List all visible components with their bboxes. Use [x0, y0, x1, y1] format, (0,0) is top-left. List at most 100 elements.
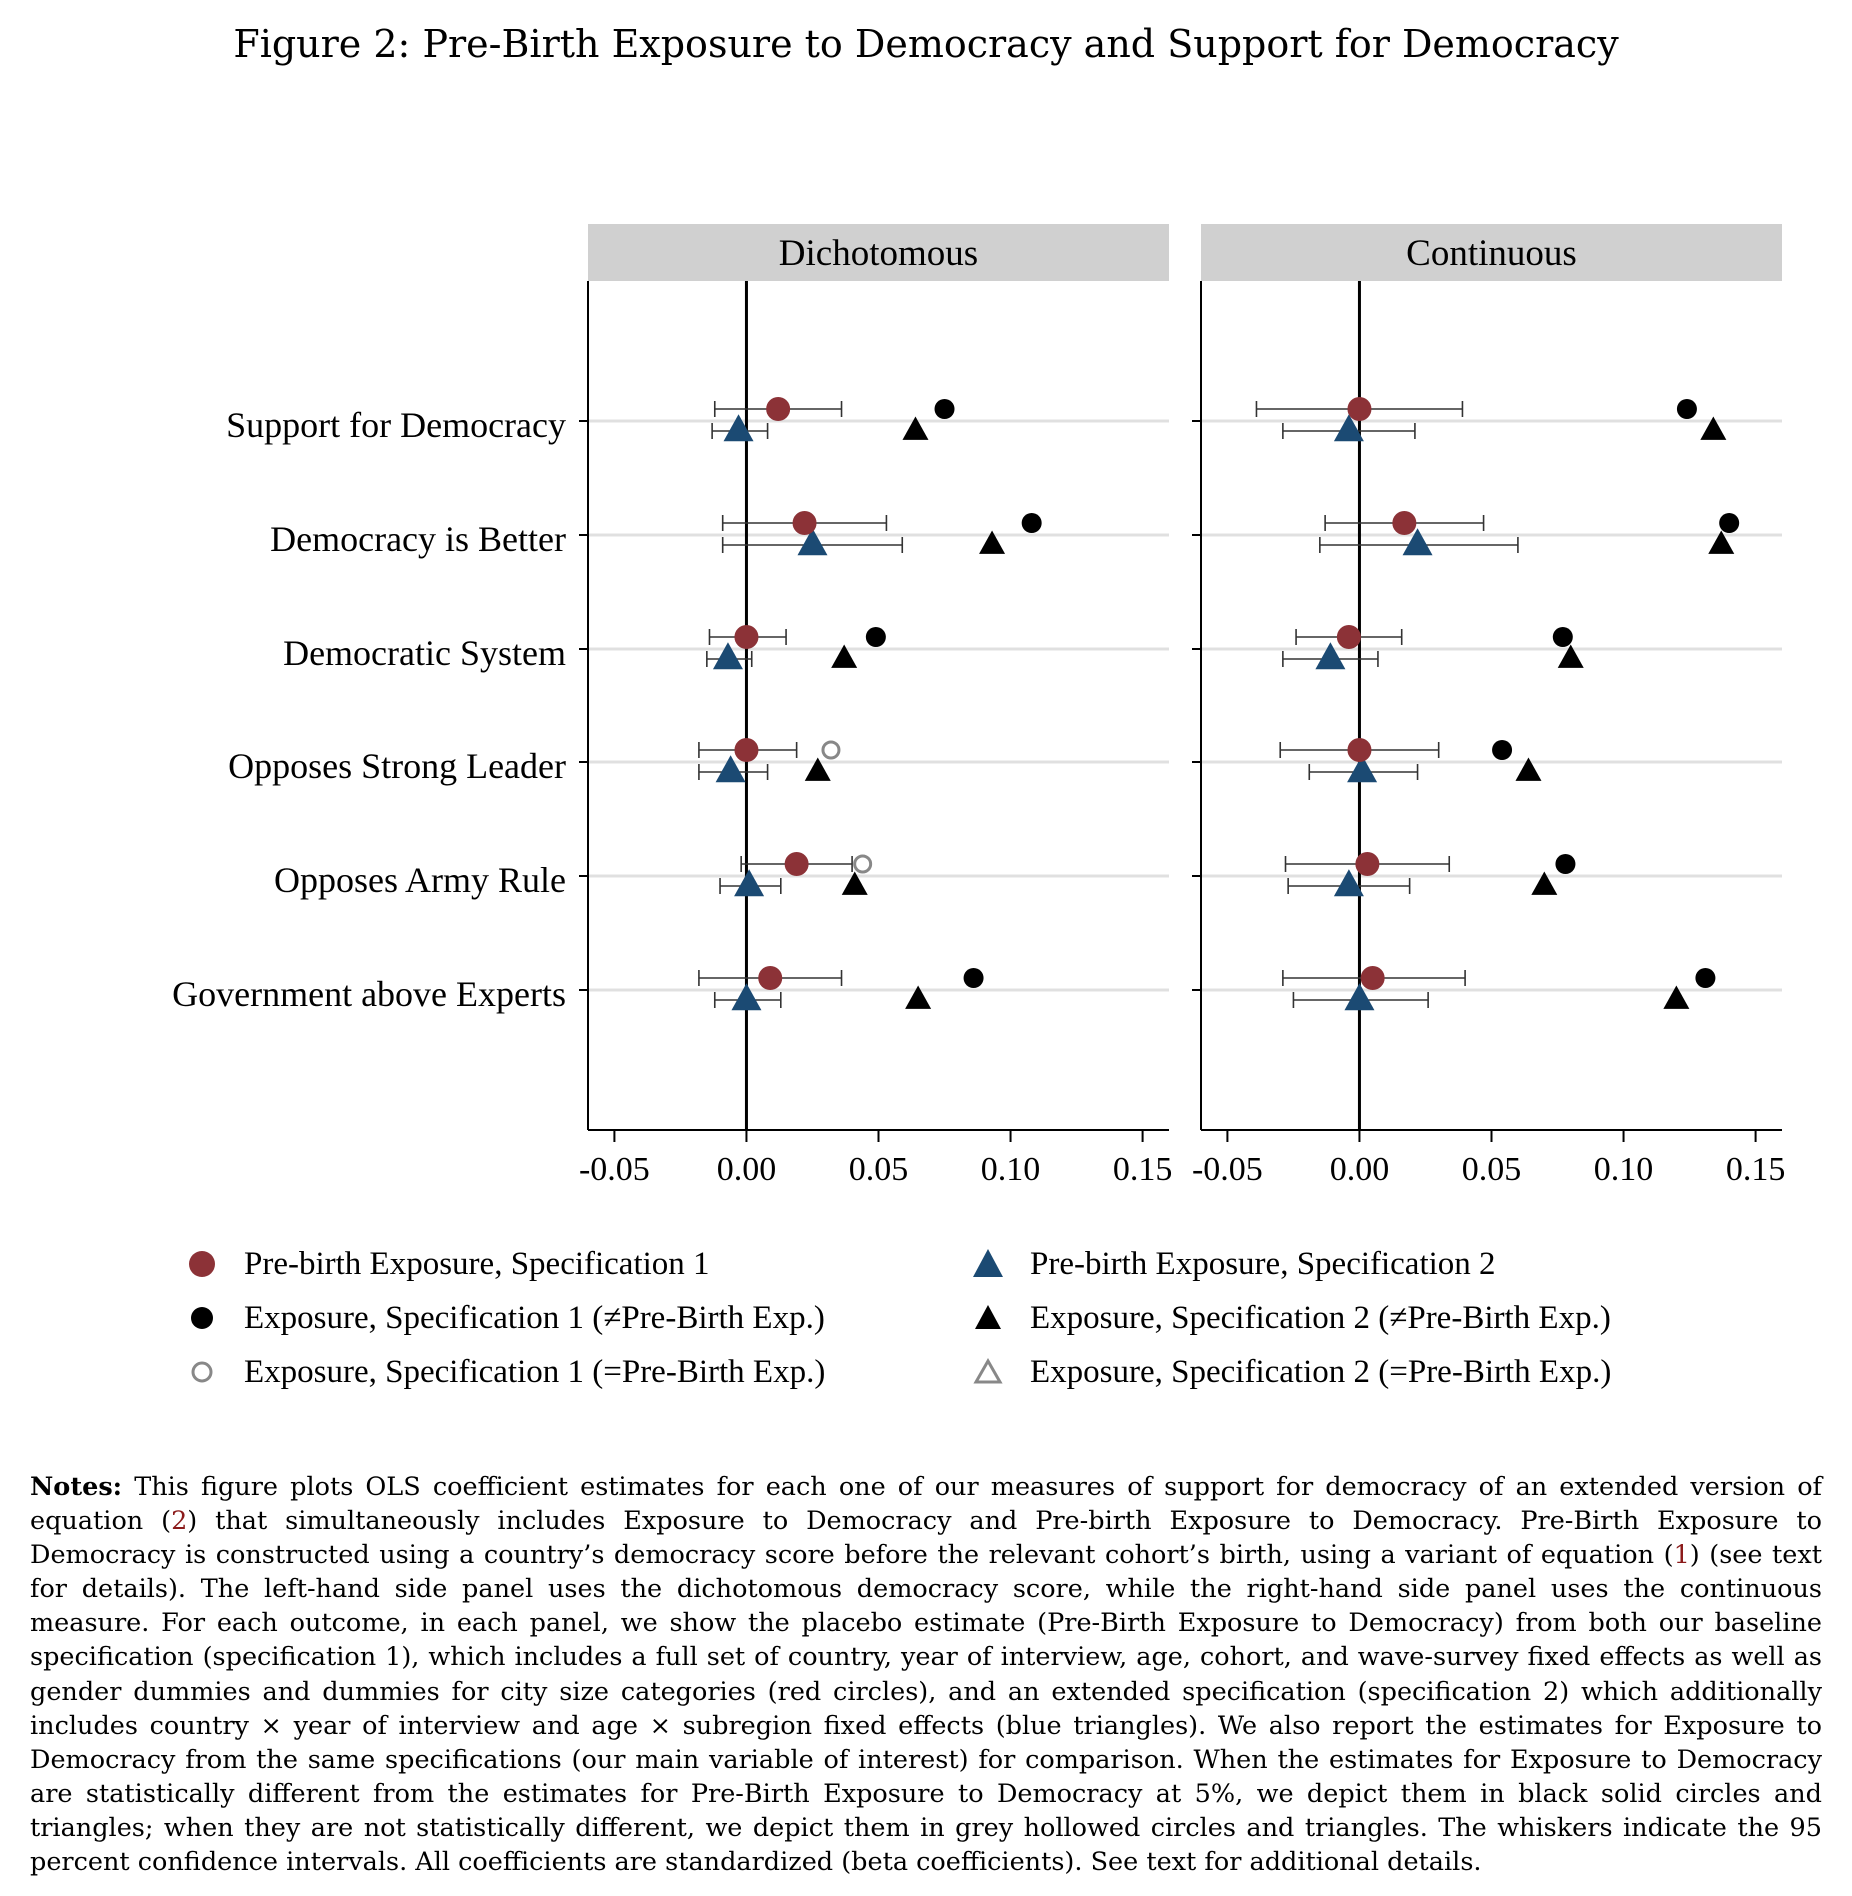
exposure-spec1-point: [963, 968, 984, 988]
y-tick-label: Democratic System: [283, 633, 566, 673]
legend-marker-black-triangle: [975, 1305, 1001, 1329]
legend-label: Exposure, Specification 2 (=Pre-Birth Ex…: [1030, 1353, 1612, 1390]
prebirth-spec1-point: [1360, 966, 1385, 990]
legend-label: Exposure, Specification 2 (≠Pre-Birth Ex…: [1030, 1299, 1611, 1336]
panel-header: [1201, 224, 1782, 281]
equation-ref-link[interactable]: 2: [171, 1506, 188, 1537]
legend-circle: [191, 1361, 213, 1383]
exposure-spec1-point: [1492, 740, 1513, 760]
prebirth-spec2-point: [723, 414, 754, 442]
prebirth-spec1-point: [1347, 397, 1372, 421]
exposure-spec1-point: [821, 740, 841, 760]
exposure-spec1-point: [1552, 627, 1573, 647]
figure-title: Figure 2: Pre-Birth Exposure to Democrac…: [233, 22, 1619, 66]
legend-item-exposure-spec2-same: Exposure, Specification 2 (=Pre-Birth Ex…: [970, 1348, 1611, 1396]
exposure-spec1-point: [1719, 513, 1740, 533]
prebirth-spec1-point: [1336, 625, 1361, 649]
y-tick-label: Support for Democracy: [226, 405, 566, 445]
prebirth-spec1-point: [784, 852, 809, 876]
prebirth-spec1-point: [734, 738, 759, 762]
y-tick-label: Democracy is Better: [270, 519, 566, 559]
exposure-spec1-point: [865, 627, 886, 647]
x-tick-label: 0.15: [1726, 1151, 1786, 1188]
exposure-spec2-point: [1531, 871, 1558, 895]
panel-title: Continuous: [1406, 233, 1577, 274]
exposure-spec2-point: [1700, 416, 1727, 440]
exposure-spec2-point: [902, 416, 929, 440]
legend-marker-black-circle: [191, 1307, 213, 1329]
prebirth-spec2-point: [1344, 983, 1375, 1011]
legend-marker-red-circle: [189, 1251, 215, 1277]
exposure-spec1-point: [934, 399, 955, 419]
exposure-spec2-point: [1708, 530, 1735, 554]
x-tick-label: 0.00: [1330, 1151, 1390, 1188]
panel-title: Dichotomous: [779, 233, 978, 274]
prebirth-spec1-point: [734, 625, 759, 649]
legend-label: Pre-birth Exposure, Specification 1: [244, 1245, 710, 1282]
exposure-spec1-point: [1555, 854, 1576, 874]
prebirth-spec2-point: [1347, 755, 1378, 783]
prebirth-spec2-point: [1315, 642, 1346, 670]
legend-triangle: [975, 1305, 1001, 1329]
legend-item-exposure-spec1-same: Exposure, Specification 1 (=Pre-Birth Ex…: [184, 1348, 825, 1396]
legend-label: Exposure, Specification 1 (≠Pre-Birth Ex…: [244, 1299, 825, 1336]
exposure-spec2-point: [905, 985, 932, 1009]
notes-text: This figure plots OLS coefficient estima…: [30, 1472, 1822, 1537]
exposure-spec1-point: [1695, 968, 1716, 988]
prebirth-spec1-point: [1347, 738, 1372, 762]
prebirth-spec1-point: [1355, 852, 1380, 876]
legend-marker-grey-hollow-circle: [191, 1361, 213, 1383]
notes-label: Notes:: [30, 1472, 123, 1502]
prebirth-spec2-point: [1402, 528, 1433, 556]
legend-label: Pre-birth Exposure, Specification 2: [1030, 1245, 1496, 1282]
exposure-spec2-point: [979, 530, 1006, 554]
coefficient-plot: Dichotomous -0.05 0.00 0.05 0.10 0.15 Support …: [172, 224, 1786, 1188]
x-tick-label: -0.05: [1192, 1151, 1263, 1188]
x-tick-label: 0.10: [1594, 1151, 1654, 1188]
exposure-spec1-point: [853, 854, 873, 874]
x-tick-label: 0.05: [849, 1151, 909, 1188]
legend-circle: [191, 1307, 213, 1329]
exposure-spec2-point: [1515, 757, 1542, 781]
exposure-spec2-point: [1557, 644, 1584, 668]
x-tick-label: 0.10: [981, 1151, 1041, 1188]
legend-item-prebirth-spec2: Pre-birth Exposure, Specification 2: [970, 1240, 1496, 1288]
prebirth-spec1-point: [1392, 511, 1417, 535]
legend-circle: [189, 1251, 215, 1277]
y-tick-label: Opposes Army Rule: [274, 860, 566, 900]
x-tick-label: -0.05: [579, 1151, 650, 1188]
prebirth-spec1-point: [758, 966, 783, 990]
exposure-spec1-point: [1021, 513, 1042, 533]
prebirth-spec2-point: [1333, 869, 1364, 897]
prebirth-spec2-point: [1333, 414, 1364, 442]
legend-item-prebirth-spec1: Pre-birth Exposure, Specification 1: [184, 1240, 710, 1288]
prebirth-spec1-point: [792, 511, 817, 535]
legend-item-exposure-spec1-diff: Exposure, Specification 1 (≠Pre-Birth Ex…: [184, 1294, 825, 1342]
prebirth-spec2-point: [712, 642, 743, 670]
figure-notes: Notes: This figure plots OLS coefficient…: [30, 1470, 1822, 1879]
exposure-spec2-point: [804, 757, 831, 781]
legend-triangle: [973, 1357, 1003, 1384]
x-tick-label: 0.15: [1113, 1151, 1173, 1188]
exposure-spec1-point: [1676, 399, 1697, 419]
notes-text: ) that simultaneously includes Exposure …: [30, 1506, 1822, 1571]
prebirth-spec2-point: [734, 869, 765, 897]
exposure-spec2-point: [831, 644, 858, 668]
prebirth-spec1-point: [766, 397, 791, 421]
notes-text: ) (see text for details). The left-hand …: [30, 1540, 1822, 1878]
y-tick-label: Government above Experts: [172, 974, 566, 1014]
exposure-spec2-point: [1663, 985, 1690, 1009]
legend-triangle: [973, 1249, 1003, 1277]
equation-ref-link[interactable]: 1: [1673, 1540, 1690, 1571]
legend-label: Exposure, Specification 1 (=Pre-Birth Ex…: [244, 1353, 826, 1390]
legend-item-exposure-spec2-diff: Exposure, Specification 2 (≠Pre-Birth Ex…: [970, 1294, 1611, 1342]
prebirth-spec2-point: [715, 755, 746, 783]
prebirth-spec2-point: [797, 528, 828, 556]
x-tick-label: 0.00: [717, 1151, 777, 1188]
panel-header: [588, 224, 1169, 281]
legend-marker-blue-triangle: [973, 1249, 1003, 1277]
prebirth-spec2-point: [731, 983, 762, 1011]
x-tick-label: 0.05: [1462, 1151, 1522, 1188]
y-tick-label: Opposes Strong Leader: [228, 746, 566, 786]
exposure-spec2-point: [841, 871, 868, 895]
